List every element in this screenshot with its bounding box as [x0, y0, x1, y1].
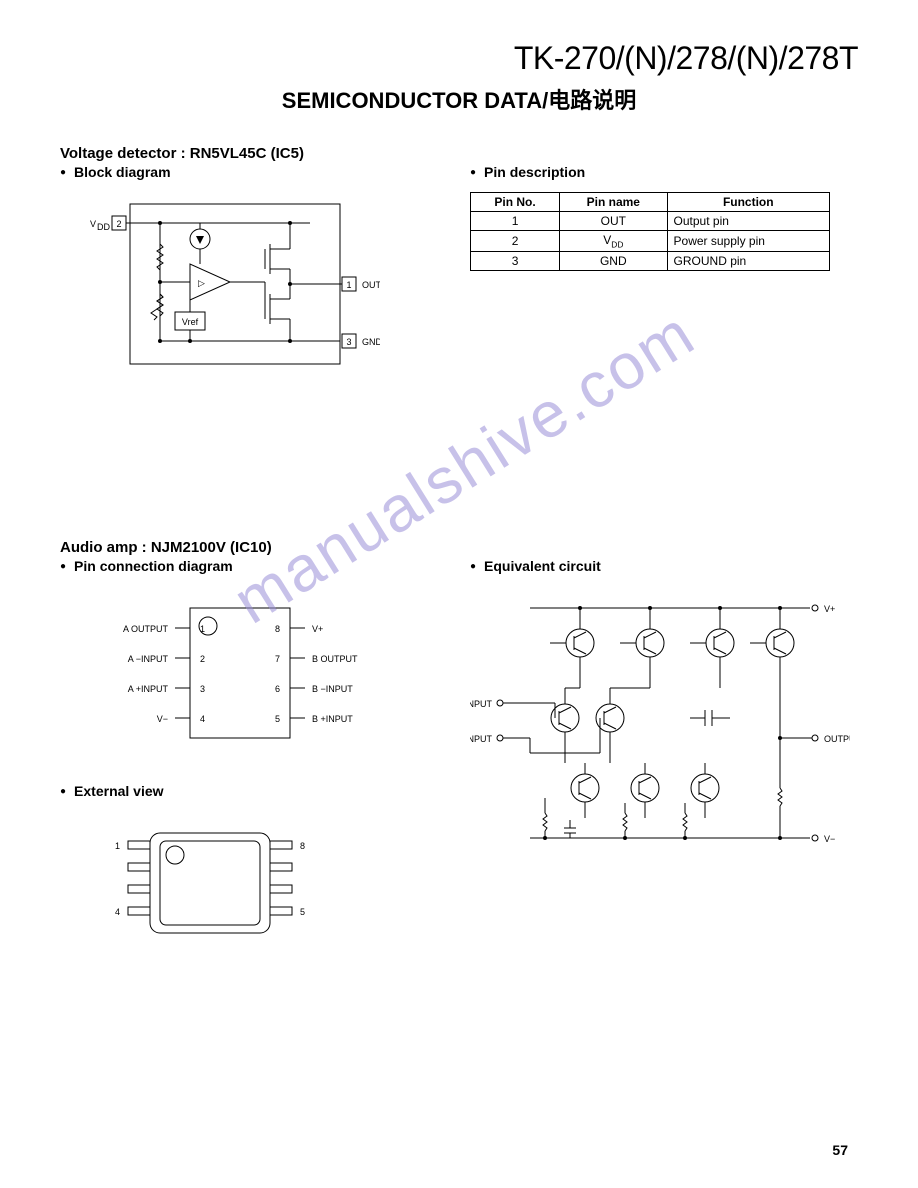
equivalent-circuit-label: Equivalent circuit	[484, 558, 601, 574]
svg-text:B −INPUT: B −INPUT	[312, 684, 353, 694]
equivalent-circuit-heading: Equivalent circuit	[470, 558, 858, 574]
svg-text:A −INPUT: A −INPUT	[128, 654, 169, 664]
pin-th-fn: Function	[667, 193, 829, 212]
table-row: 2 VDD Power supply pin	[471, 231, 830, 252]
block-diagram-heading: Block diagram	[60, 164, 440, 180]
external-view-diagram: 1 4 8 5	[80, 813, 440, 958]
external-view-label: External view	[74, 783, 164, 799]
svg-text:OUT: OUT	[362, 280, 380, 290]
svg-text:+INPUT: +INPUT	[470, 734, 492, 744]
svg-text:6: 6	[275, 684, 280, 694]
svg-text:A +INPUT: A +INPUT	[128, 684, 169, 694]
section1-heading: Voltage detector : RN5VL45C (IC5)	[60, 145, 858, 162]
svg-text:GND: GND	[362, 337, 380, 347]
pin-description-heading: Pin description	[470, 164, 858, 180]
block-diagram: 2 V DD 1 OUT 3 GND	[80, 194, 440, 379]
page-number: 57	[832, 1142, 848, 1158]
svg-text:▷: ▷	[198, 278, 205, 288]
pin-description-label: Pin description	[484, 164, 585, 180]
svg-text:1: 1	[115, 841, 120, 851]
equivalent-circuit-diagram: V+ V− −INPUT +INPUT OUTPUT	[470, 588, 858, 873]
block-diagram-svg: 2 V DD 1 OUT 3 GND	[80, 194, 380, 374]
svg-text:OUTPUT: OUTPUT	[824, 734, 850, 744]
block-diagram-label: Block diagram	[74, 164, 170, 180]
svg-text:V+: V+	[312, 624, 323, 634]
svg-text:A OUTPUT: A OUTPUT	[123, 624, 169, 634]
section2-heading: Audio amp : NJM2100V (IC10)	[60, 539, 858, 556]
svg-text:−INPUT: −INPUT	[470, 699, 492, 709]
pin-th-no: Pin No.	[471, 193, 560, 212]
svg-text:4: 4	[115, 907, 120, 917]
pin-connection-label: Pin connection diagram	[74, 558, 233, 574]
svg-text:DD: DD	[97, 222, 110, 232]
svg-text:B OUTPUT: B OUTPUT	[312, 654, 358, 664]
svg-text:4: 4	[200, 714, 205, 724]
table-row: 1 OUT Output pin	[471, 212, 830, 231]
sub-title: SEMICONDUCTOR DATA/电路说明	[60, 83, 858, 115]
svg-text:8: 8	[300, 841, 305, 851]
pin-th-name: Pin name	[560, 193, 667, 212]
pin-connection-diagram: 1 A OUTPUT 2 A −INPUT 3 A +INPUT 4 V− 8	[80, 588, 440, 763]
pin-table: Pin No. Pin name Function 1 OUT Output p…	[470, 192, 830, 271]
svg-text:Vref: Vref	[182, 317, 199, 327]
svg-text:8: 8	[275, 624, 280, 634]
main-title: TK-270/(N)/278/(N)/278T	[60, 40, 858, 77]
svg-text:1: 1	[346, 280, 351, 290]
svg-text:V+: V+	[824, 604, 835, 614]
svg-text:1: 1	[200, 624, 205, 634]
svg-text:B +INPUT: B +INPUT	[312, 714, 353, 724]
svg-text:5: 5	[275, 714, 280, 724]
svg-text:7: 7	[275, 654, 280, 664]
svg-text:3: 3	[200, 684, 205, 694]
svg-text:3: 3	[346, 337, 351, 347]
svg-text:V: V	[90, 219, 96, 229]
pin-connection-heading: Pin connection diagram	[60, 558, 440, 574]
svg-text:2: 2	[116, 219, 121, 229]
svg-text:2: 2	[200, 654, 205, 664]
svg-text:V−: V−	[157, 714, 168, 724]
svg-text:V−: V−	[824, 834, 835, 844]
table-row: 3 GND GROUND pin	[471, 252, 830, 271]
svg-text:5: 5	[300, 907, 305, 917]
external-view-heading: External view	[60, 783, 440, 799]
